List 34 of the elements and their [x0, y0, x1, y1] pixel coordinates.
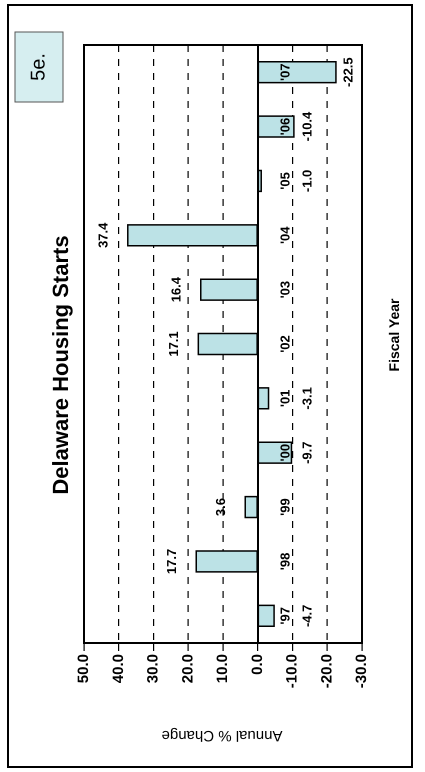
y-tick-label: '98 — [277, 552, 292, 570]
x-tick-label: -10.0 — [284, 654, 301, 688]
y-tick-label: '00 — [277, 444, 292, 462]
data-label: 17.7 — [164, 548, 179, 574]
y-tick-label: '06 — [277, 118, 292, 136]
x-tick-label: 30.0 — [144, 654, 162, 684]
data-label: 16.4 — [168, 276, 184, 302]
x-tick-label: -30.0 — [353, 654, 370, 688]
y-tick-label: '01 — [277, 390, 292, 408]
data-label: -22.5 — [340, 57, 356, 87]
y-tick-label: '99 — [277, 498, 292, 516]
data-label: 17.1 — [166, 331, 181, 357]
x-tick-label: 10.0 — [214, 654, 232, 684]
text: 5e. — [28, 53, 50, 81]
y-tick-label: '04 — [277, 226, 292, 244]
y-tick-label: '07 — [277, 63, 292, 81]
data-label: -1.0 — [299, 170, 314, 192]
y-tick-label: '02 — [277, 335, 292, 353]
data-label: -3.1 — [299, 387, 314, 410]
data-label: -10.4 — [299, 110, 314, 142]
x-axis-title: Annual % Change — [162, 726, 282, 744]
text: Delaware Housing Starts — [48, 235, 74, 495]
x-tick-label: 20.0 — [179, 654, 196, 684]
y-axis-title: Fiscal Year — [386, 298, 402, 372]
data-label: 37.4 — [95, 222, 110, 248]
y-tick-label: '05 — [277, 172, 292, 190]
y-tick-label: '03 — [277, 280, 292, 298]
x-tick-label: 40.0 — [110, 654, 127, 684]
x-tick-label: -20.0 — [318, 654, 336, 688]
data-label: -4.7 — [299, 604, 314, 628]
x-tick-label: 50.0 — [75, 654, 92, 684]
y-tick-label: '97 — [277, 607, 292, 625]
x-tick-label: 0.0 — [248, 654, 266, 675]
data-label: -9.7 — [299, 442, 314, 464]
